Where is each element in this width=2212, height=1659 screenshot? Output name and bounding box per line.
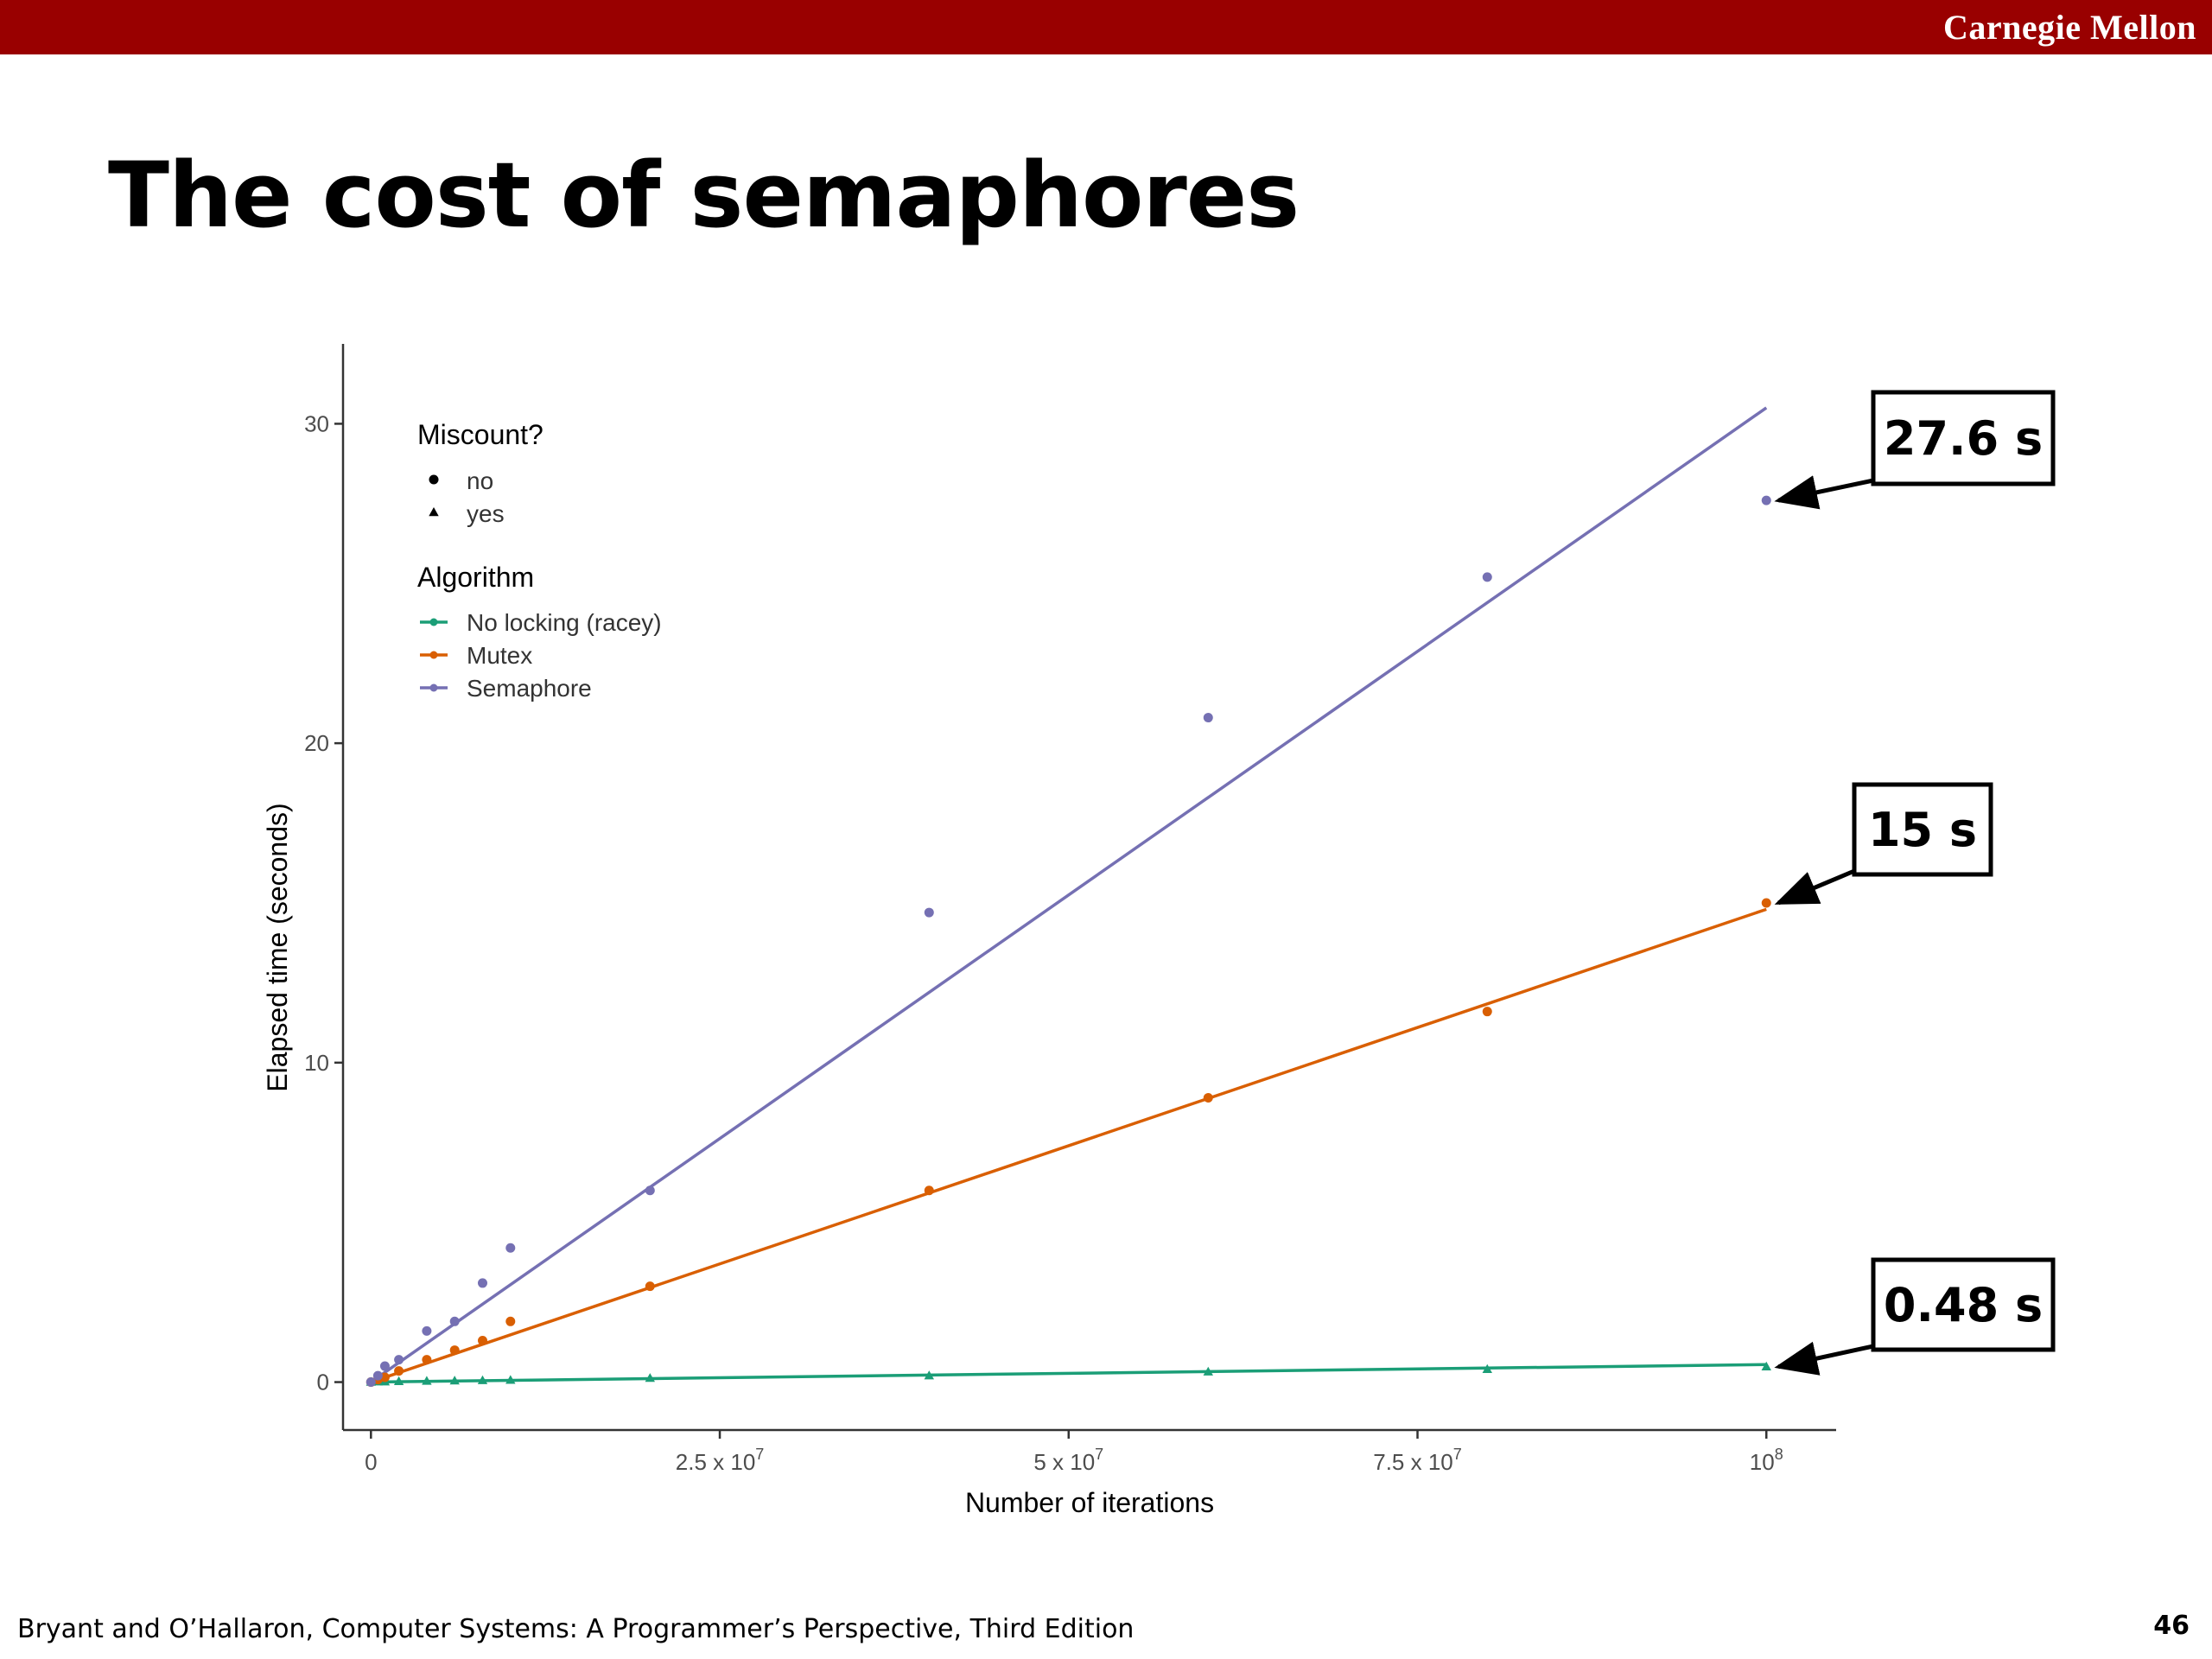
legend: Miscount? no yes Algorithm No locking (racey… — [417, 419, 662, 702]
data-point — [1761, 1361, 1771, 1370]
data-point — [924, 907, 934, 918]
y-axis-label: Elapsed time (seconds) — [262, 803, 293, 1091]
callout-box — [1871, 390, 2056, 486]
data-point — [477, 1278, 487, 1288]
x-tick-label: 2.5 x 107 — [676, 1446, 765, 1475]
data-point — [477, 1375, 488, 1384]
legend-label: no — [467, 467, 493, 494]
data-point — [379, 1361, 390, 1371]
data-point — [394, 1355, 404, 1365]
x-axis-label: Number of iterations — [965, 1487, 1214, 1518]
data-point — [422, 1376, 432, 1385]
data-point — [645, 1185, 655, 1196]
data-point — [477, 1335, 487, 1345]
legend-key — [429, 683, 438, 692]
x-tick-label: 108 — [1750, 1446, 1783, 1475]
y-tick-label: 10 — [304, 1050, 329, 1076]
annotations: 27.6 s 15 s 0.48 s — [1774, 390, 2056, 1376]
data-point — [449, 1316, 460, 1326]
data-point — [365, 1377, 376, 1388]
fit-lines — [370, 406, 1768, 1384]
brand-name: Carnegie Mellon — [1943, 8, 2196, 47]
x-tick-label: 0 — [365, 1449, 377, 1475]
legend-label: Mutex — [467, 642, 532, 669]
callout-label: 0.48 s — [1884, 1278, 2043, 1332]
callout-box — [1852, 782, 1993, 877]
data-point — [1482, 1363, 1492, 1373]
y-tick-label: 20 — [304, 730, 329, 756]
page-number: 46 — [2153, 1611, 2190, 1641]
data-point — [924, 1370, 934, 1380]
legend-key — [429, 618, 438, 626]
data-point — [505, 1243, 516, 1253]
x-tick-label: 7.5 x 107 — [1373, 1446, 1462, 1475]
callout-arrow — [1774, 868, 1855, 906]
data-point — [1761, 898, 1771, 908]
callout-label: 15 s — [1868, 803, 1977, 857]
legend-label: No locking (racey) — [467, 609, 662, 636]
data-point — [645, 1281, 655, 1292]
footer-citation: Bryant and O’Hallaron, Computer Systems:… — [17, 1614, 1135, 1644]
legend-key — [429, 474, 439, 485]
data-point — [1203, 1366, 1213, 1376]
data-point — [422, 1355, 432, 1365]
data-point — [393, 1376, 404, 1386]
data-point — [1761, 495, 1771, 505]
data-point — [449, 1345, 460, 1356]
data-point — [449, 1376, 460, 1385]
callout-arrow — [1774, 475, 1874, 510]
legend-label: yes — [467, 500, 505, 527]
slide-title: The cost of semaphores — [108, 143, 1300, 248]
fit-line — [371, 1363, 1767, 1384]
x-tick-label: 5 x 107 — [1033, 1446, 1103, 1475]
legend-label: Semaphore — [467, 675, 592, 702]
data-point — [394, 1366, 404, 1376]
header-bar: Carnegie Mellon — [0, 0, 2212, 54]
fit-line — [370, 907, 1767, 1384]
axes: 0 10 20 30 0 2.5 x 107 5 x 107 7.5 x 107 108 Numb… — [262, 344, 1836, 1518]
data-points — [365, 495, 1771, 1388]
legend-key — [429, 651, 438, 659]
data-point — [422, 1325, 432, 1336]
data-point — [505, 1316, 516, 1326]
y-tick-label: 0 — [317, 1370, 329, 1395]
data-point — [505, 1375, 516, 1384]
callout-box — [1871, 1257, 2056, 1352]
data-point — [1482, 572, 1492, 582]
y-tick-label: 30 — [304, 410, 329, 436]
data-point — [1482, 1007, 1492, 1017]
legend-title: Algorithm — [417, 562, 534, 593]
data-point — [924, 1185, 934, 1196]
callout-arrow — [1774, 1341, 1874, 1376]
fit-line — [370, 406, 1768, 1383]
data-point — [372, 1370, 383, 1381]
callout-label: 27.6 s — [1884, 411, 2043, 466]
legend-title: Miscount? — [417, 419, 543, 450]
data-point — [645, 1373, 655, 1382]
legend-key — [429, 507, 439, 517]
data-point — [1203, 1093, 1213, 1103]
data-point — [1203, 713, 1213, 723]
